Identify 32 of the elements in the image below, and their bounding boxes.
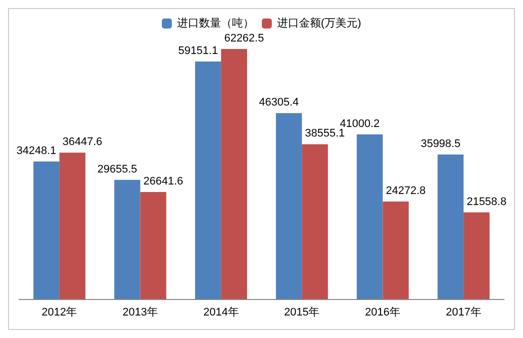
data-label: 59151.1 bbox=[178, 44, 218, 57]
bar bbox=[276, 113, 302, 299]
bar bbox=[302, 144, 328, 299]
data-label: 24272.8 bbox=[386, 185, 426, 198]
bar bbox=[59, 152, 86, 299]
x-tick-label: 2016年 bbox=[365, 306, 400, 318]
data-label: 35998.5 bbox=[420, 138, 460, 150]
bar bbox=[195, 61, 222, 299]
bar bbox=[464, 212, 490, 299]
data-label: 21558.8 bbox=[466, 196, 506, 208]
data-label: 46305.4 bbox=[259, 96, 299, 109]
bar bbox=[221, 49, 248, 299]
x-tick-label: 2017年 bbox=[446, 306, 482, 318]
data-label: 36447.6 bbox=[62, 136, 102, 148]
bar bbox=[140, 192, 166, 299]
bar bbox=[356, 134, 383, 299]
data-label: 62262.5 bbox=[224, 32, 264, 44]
data-label: 34248.1 bbox=[16, 144, 56, 157]
data-label: 38555.1 bbox=[305, 128, 345, 140]
x-tick-label: 2012年 bbox=[42, 306, 78, 318]
data-label: 41000.2 bbox=[340, 118, 380, 130]
bar bbox=[114, 180, 140, 299]
data-label: 26641.6 bbox=[143, 176, 184, 188]
legend-label: 进口金额(万美元) bbox=[276, 16, 362, 30]
data-label: 29655.5 bbox=[97, 163, 138, 176]
x-tick-label: 2014年 bbox=[203, 306, 239, 318]
bar bbox=[438, 154, 464, 299]
x-tick-label: 2015年 bbox=[284, 306, 320, 318]
bar bbox=[382, 202, 409, 299]
legend-label: 进口数量（吨） bbox=[176, 16, 254, 30]
bar bbox=[33, 161, 60, 299]
x-tick-label: 2013年 bbox=[122, 306, 158, 318]
